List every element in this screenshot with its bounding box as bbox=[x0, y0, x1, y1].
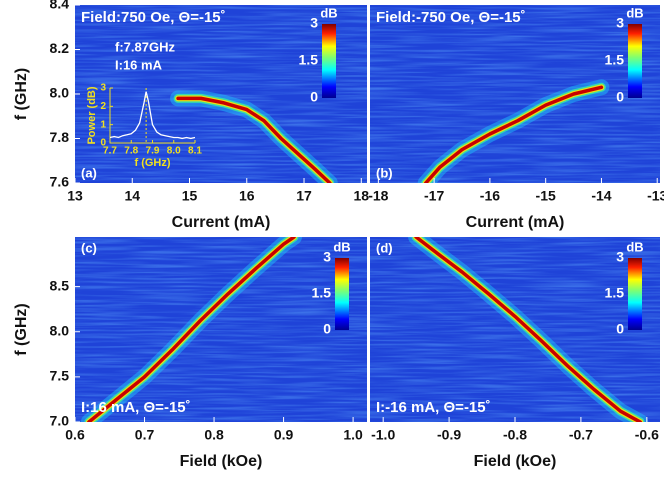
ridge-line bbox=[414, 237, 642, 422]
x-axis-label: Current (mA) bbox=[466, 214, 565, 231]
x-tick-label: -0.7 bbox=[569, 427, 593, 443]
x-tick-label: -0.6 bbox=[635, 427, 659, 443]
colorbar-tick-label: 3 bbox=[310, 15, 318, 31]
x-tick-label: -17 bbox=[424, 188, 444, 204]
spectrum-line bbox=[109, 91, 196, 140]
x-tick-label: -14 bbox=[591, 188, 611, 204]
colorbar-label: dB bbox=[626, 239, 643, 254]
inset-y-tick-label: 3 bbox=[100, 83, 106, 94]
panel-label: (d) bbox=[376, 240, 393, 255]
x-tick-label: -13 bbox=[647, 188, 664, 204]
x-tick-label: 14 bbox=[124, 188, 140, 204]
x-axis-label: Current (mA) bbox=[172, 214, 271, 231]
y-tick-label: 8.0 bbox=[50, 322, 70, 338]
heatmap-noise bbox=[75, 5, 367, 183]
colorbar-tick-label: 3 bbox=[616, 249, 624, 265]
colorbar-tick-label: 1.5 bbox=[605, 52, 625, 68]
colorbar-label: dB bbox=[333, 239, 350, 254]
ridge-line bbox=[424, 85, 604, 183]
x-tick-label: 17 bbox=[296, 188, 312, 204]
x-tick-label: -0.8 bbox=[503, 427, 527, 443]
y-tick-label: 8.5 bbox=[50, 277, 70, 293]
x-tick-label: 13 bbox=[67, 188, 83, 204]
inset-x-tick-label: 8.1 bbox=[188, 146, 202, 157]
panel-label: (c) bbox=[81, 240, 97, 255]
inset-x-label: f (GHz) bbox=[134, 157, 170, 169]
ridge bbox=[170, 90, 338, 183]
y-tick-label: 8.4 bbox=[50, 0, 70, 12]
colorbar bbox=[335, 258, 349, 330]
heatmap-noise bbox=[370, 5, 660, 183]
annotation: I:-16 mA, Θ=-15˚ bbox=[376, 399, 491, 416]
x-tick-label: 0.6 bbox=[65, 427, 85, 443]
inset-y-label: Power (dB) bbox=[86, 86, 98, 144]
y-tick-label: 8.0 bbox=[50, 85, 70, 101]
inset-x-tick-label: 7.7 bbox=[103, 146, 117, 157]
colorbar-tick-label: 0 bbox=[310, 89, 318, 105]
x-axis-label: Field (kOe) bbox=[180, 453, 263, 470]
x-tick-label: -0.9 bbox=[437, 427, 461, 443]
x-tick-label: 18 bbox=[353, 188, 369, 204]
annotation: Field:750 Oe, Θ=-15˚ bbox=[81, 9, 226, 26]
inset-x-tick-label: 7.9 bbox=[146, 146, 160, 157]
heatmap-noise bbox=[370, 237, 660, 422]
x-tick-label: -16 bbox=[480, 188, 500, 204]
x-tick-label: -18 bbox=[368, 188, 388, 204]
x-tick-label: 0.7 bbox=[135, 427, 155, 443]
inset-y-tick-label: 1 bbox=[100, 119, 106, 130]
ridge bbox=[80, 237, 302, 422]
y-tick-label: 7.6 bbox=[50, 174, 70, 190]
x-axis-label: Field (kOe) bbox=[474, 453, 557, 470]
panel-label: (b) bbox=[376, 165, 393, 180]
colorbar-tick-label: 3 bbox=[616, 15, 624, 31]
y-axis-label: f (GHz) bbox=[13, 303, 30, 355]
y-tick-label: 7.0 bbox=[50, 413, 70, 429]
colorbar bbox=[322, 24, 336, 98]
y-tick-label: 7.5 bbox=[50, 368, 70, 384]
x-tick-label: 15 bbox=[182, 188, 198, 204]
inset-x-tick-label: 7.8 bbox=[124, 146, 138, 157]
inset-x-tick-label: 8.0 bbox=[167, 146, 181, 157]
annotation: I:16 mA, Θ=-15˚ bbox=[81, 399, 191, 416]
inset-text: I:16 mA bbox=[115, 57, 163, 72]
colorbar-tick-label: 1.5 bbox=[299, 52, 319, 68]
annotation: Field:-750 Oe, Θ=-15˚ bbox=[376, 9, 526, 26]
colorbar-tick-label: 3 bbox=[323, 249, 331, 265]
x-tick-label: 16 bbox=[239, 188, 255, 204]
colorbar-tick-label: 0 bbox=[616, 321, 624, 337]
colorbar bbox=[628, 258, 642, 330]
colorbar-label: dB bbox=[626, 5, 643, 20]
x-tick-label: 1.0 bbox=[343, 427, 363, 443]
colorbar-tick-label: 1.5 bbox=[605, 285, 625, 301]
y-axis-label: f (GHz) bbox=[13, 68, 30, 120]
colorbar-tick-label: 1.5 bbox=[312, 285, 332, 301]
ridge bbox=[417, 79, 610, 183]
panel-label: (a) bbox=[81, 165, 97, 180]
peak-label: f:7.87GHz bbox=[115, 39, 175, 54]
x-tick-label: -1.0 bbox=[371, 427, 395, 443]
colorbar-tick-label: 0 bbox=[616, 89, 624, 105]
x-tick-label: -15 bbox=[536, 188, 556, 204]
y-tick-label: 7.8 bbox=[50, 129, 70, 145]
x-tick-label: 0.9 bbox=[274, 427, 294, 443]
ridge-line bbox=[176, 96, 332, 183]
ridge bbox=[408, 237, 649, 422]
inset-y-tick-label: 0 bbox=[100, 138, 106, 149]
colorbar-tick-label: 0 bbox=[323, 321, 331, 337]
inset-y-tick-label: 2 bbox=[100, 101, 106, 112]
colorbar bbox=[628, 24, 642, 98]
y-tick-label: 8.2 bbox=[50, 40, 70, 56]
colorbar-label: dB bbox=[320, 5, 337, 20]
ridge-line bbox=[87, 237, 296, 422]
x-tick-label: 0.8 bbox=[204, 427, 224, 443]
